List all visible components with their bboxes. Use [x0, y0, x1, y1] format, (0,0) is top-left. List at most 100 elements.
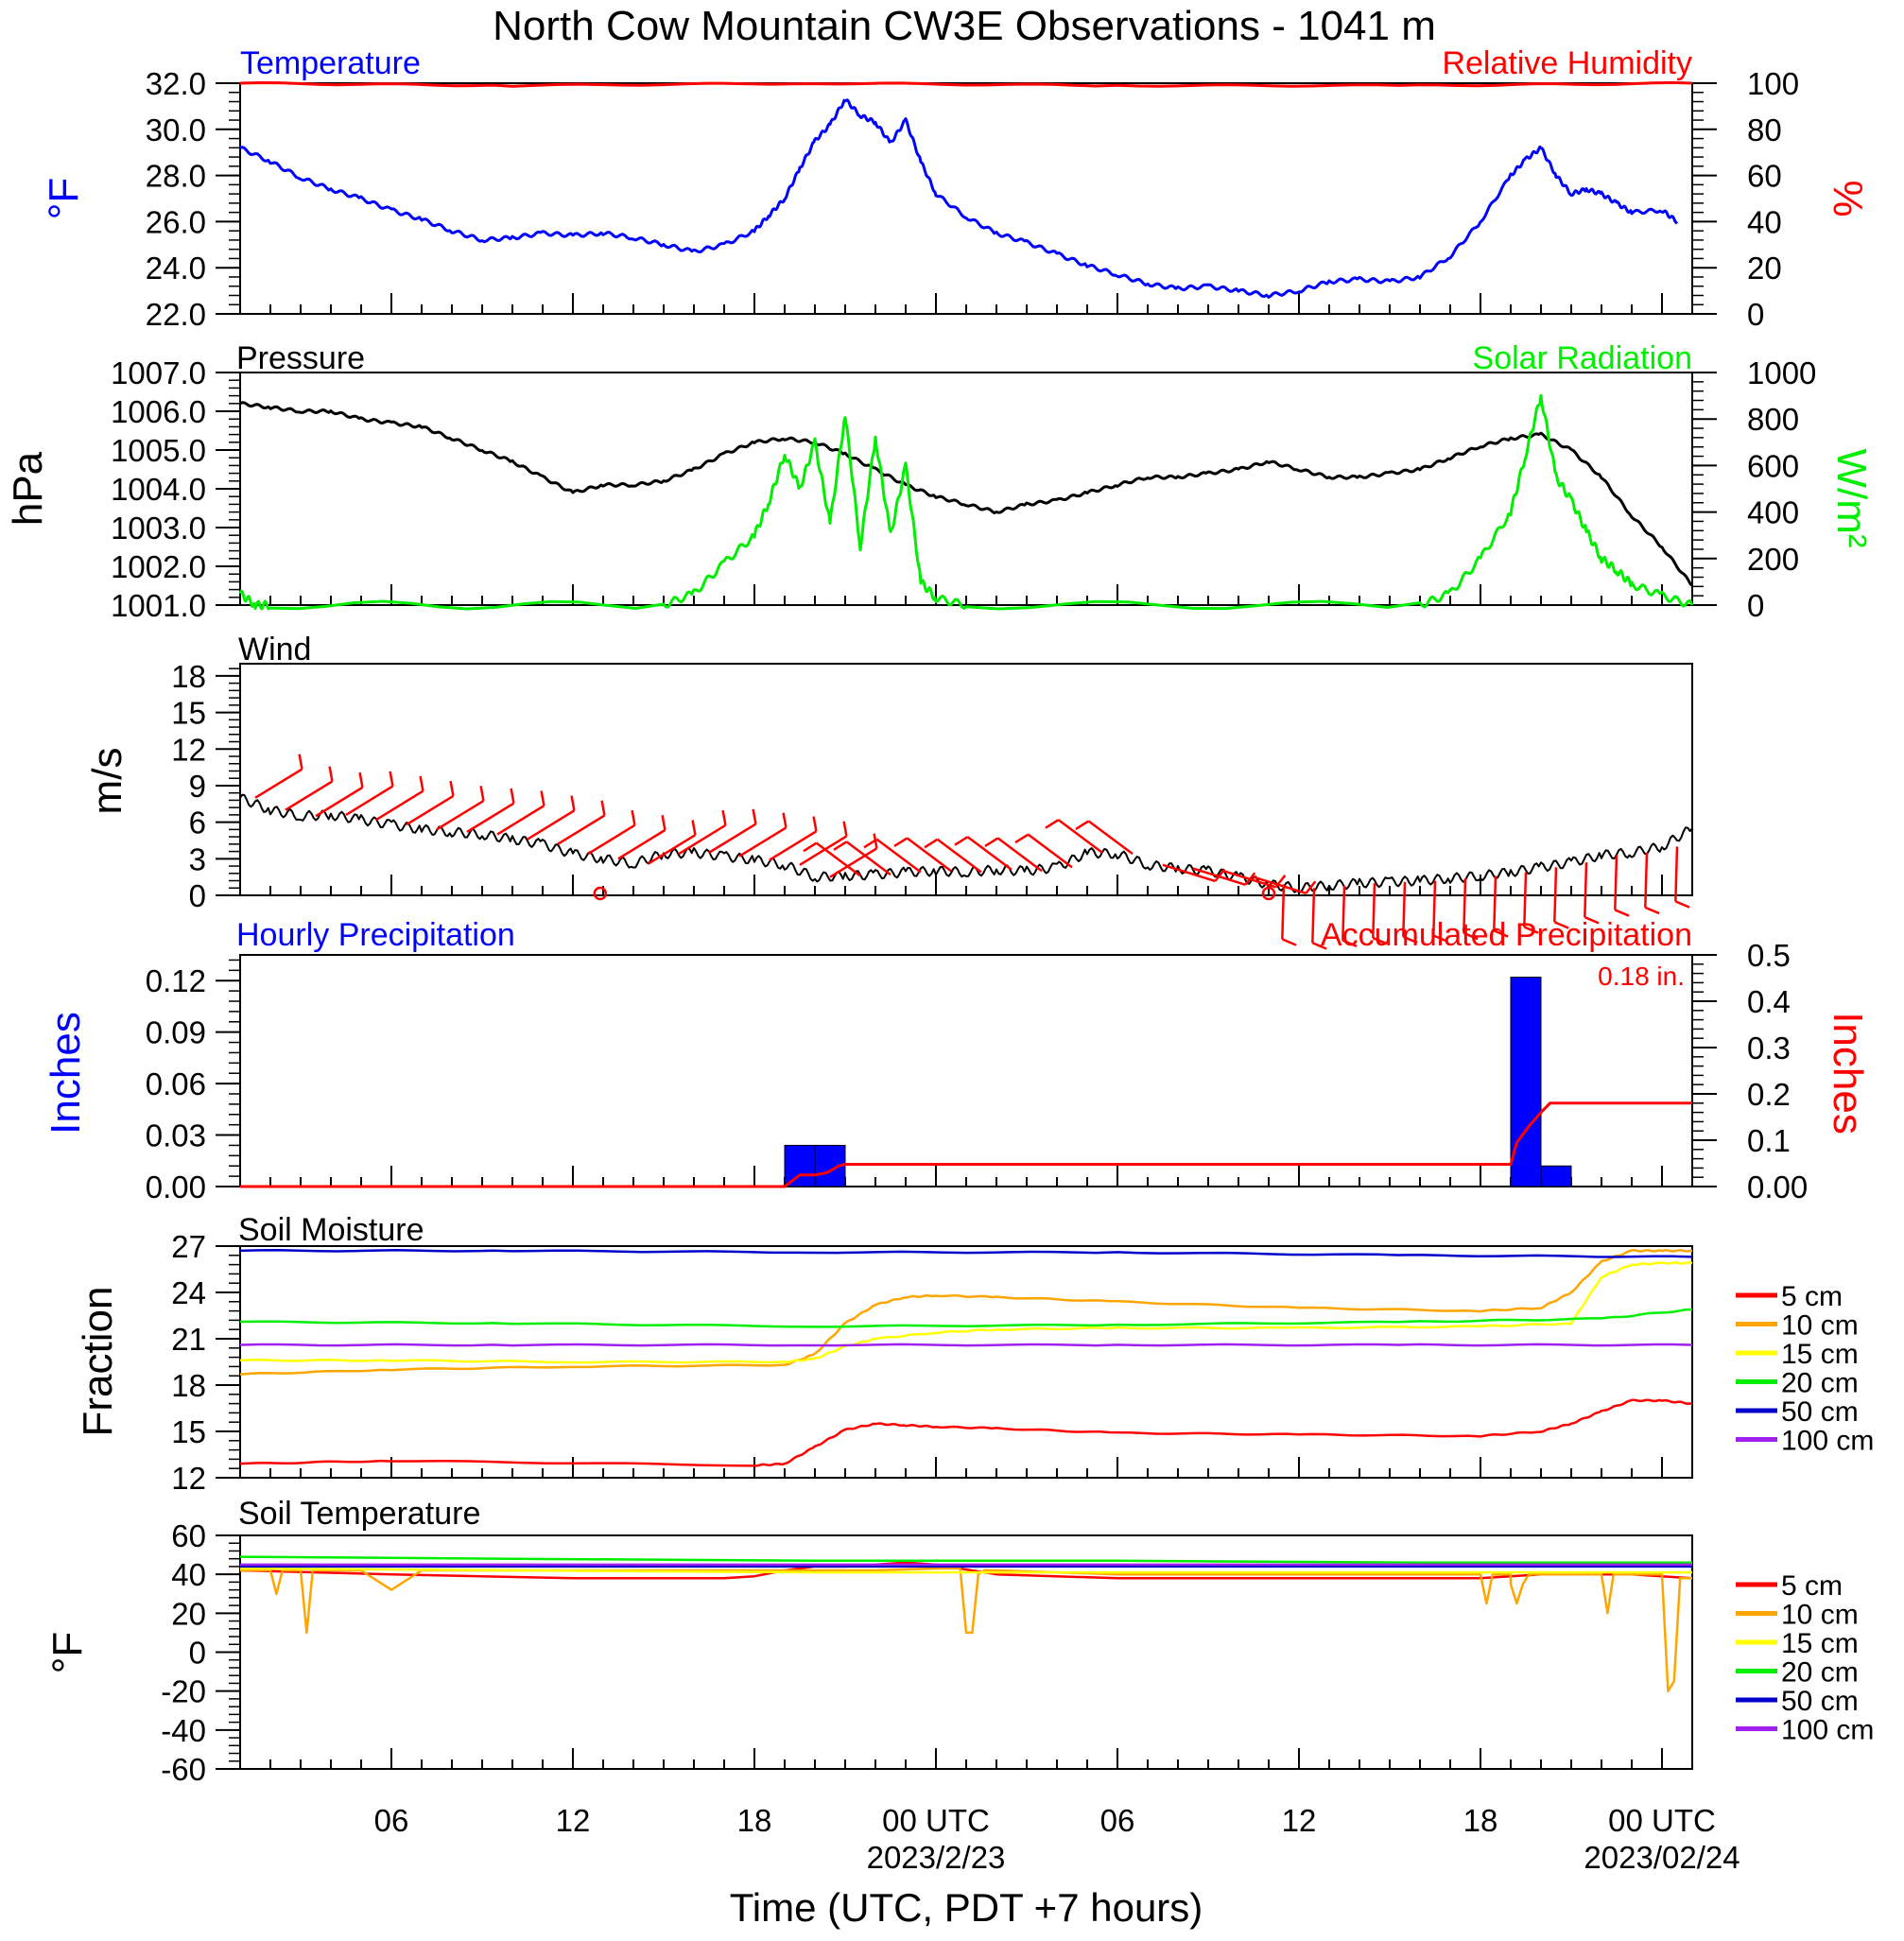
y-tick-label: 22.0 — [146, 297, 206, 332]
soil-moisture-line — [239, 1249, 1693, 1376]
wind-barb-flag — [1305, 880, 1317, 894]
soil-temperature-line — [239, 1555, 1692, 1565]
wind-barb — [1463, 877, 1467, 933]
solar-unit-label: W/m² — [1828, 448, 1875, 547]
wind-barb — [845, 841, 891, 876]
wind-barb — [436, 799, 485, 831]
soil-temperature-unit-label: °F — [44, 1632, 91, 1673]
wind-barb — [875, 838, 922, 874]
x-tick-label: 06 — [1100, 1803, 1135, 1838]
wind-barb — [1674, 846, 1679, 902]
y-tick-label: 600 — [1747, 448, 1799, 483]
y-tick-label: 30.0 — [146, 113, 206, 147]
wind-barb-flag — [812, 816, 818, 832]
wind-barb — [496, 805, 545, 836]
soil-moisture-line — [239, 1249, 1693, 1258]
x-axis-label: Time (UTC, PDT +7 hours) — [730, 1885, 1203, 1930]
y-tick-label: 26.0 — [146, 204, 206, 239]
wind-barb-flag — [833, 841, 848, 851]
y-tick-label: 15 — [171, 696, 206, 731]
hourly-precip-title: Hourly Precipitation — [236, 917, 515, 953]
soil-moisture-title: Soil Moisture — [238, 1212, 424, 1248]
wind-barb — [1281, 884, 1286, 940]
wind-barb-flag — [691, 820, 697, 836]
soil-temperature-line — [239, 1567, 1692, 1574]
wind-barb-flag — [752, 808, 757, 824]
wind-barb — [285, 780, 334, 811]
x-tick-label: 12 — [556, 1803, 591, 1838]
y-tick-label: 15 — [171, 1414, 206, 1449]
y-tick-label: 3 — [189, 841, 206, 876]
wind-barb — [1614, 855, 1618, 910]
legend-label: 20 cm — [1781, 1368, 1859, 1399]
pressure-series — [238, 393, 1694, 611]
wind-barb — [1432, 880, 1437, 936]
temperature-x-ticks — [239, 293, 1693, 314]
wind-barb — [1027, 833, 1073, 869]
soil-moisture-x-ticks — [239, 1457, 1693, 1478]
wind-barb-flag — [1281, 938, 1297, 946]
y-tick-label: 200 — [1747, 542, 1799, 577]
y-tick-label: 800 — [1747, 402, 1799, 437]
wind-barb-flag — [298, 754, 303, 770]
y-tick-label: 32.0 — [146, 66, 206, 101]
y-tick-label: 18 — [171, 659, 206, 694]
y-tick-label: 0.00 — [146, 1170, 206, 1204]
y-tick-label: 100 — [1747, 66, 1799, 101]
y-tick-label: 40 — [171, 1557, 206, 1592]
soil-temperature-line — [240, 1567, 1692, 1692]
wind-barb-flag — [1523, 926, 1539, 934]
y-tick-label: 9 — [189, 769, 206, 804]
wind-barb-flag — [510, 788, 515, 804]
y-tick-label: 24 — [171, 1275, 206, 1310]
y-tick-label: 28.0 — [146, 159, 206, 194]
wind-barb-flag — [631, 809, 636, 826]
x-tick-label: 00 UTC — [1608, 1803, 1716, 1838]
wind-barb-flag — [1674, 900, 1690, 909]
hourly-precip-unit-label: Inches — [43, 1012, 89, 1135]
wind-title: Wind — [238, 632, 311, 667]
y-tick-label: 60 — [171, 1518, 206, 1553]
wind-barb-flag — [803, 841, 818, 853]
wind-barb-flag — [1214, 868, 1226, 882]
wind-barb-flag — [328, 766, 334, 782]
wind-barb — [617, 828, 666, 860]
soil-temperature-panel: Soil Temperature °F -60 -40 -200 20 40 60 5 c… — [44, 1496, 1874, 1787]
pressure-unit-label: hPa — [5, 451, 51, 526]
wind-barb-flag — [1341, 939, 1358, 948]
wind-speed-line — [239, 793, 1693, 893]
soil-moisture-y-ticks: 12 15 18 21 24 27 — [171, 1229, 240, 1496]
y-tick-label: 400 — [1747, 495, 1799, 530]
wind-barb — [799, 835, 848, 866]
soil-moisture-unit-label: Fraction — [75, 1287, 121, 1437]
soil-moisture-line — [239, 1398, 1693, 1467]
y-tick-label: 0.2 — [1747, 1077, 1791, 1112]
y-tick-label: 0.4 — [1747, 984, 1791, 1019]
wind-barb-flag — [1372, 936, 1388, 945]
soil-temperature-title: Soil Temperature — [238, 1496, 480, 1532]
legend-label: 15 cm — [1781, 1339, 1859, 1370]
y-tick-label: 0.09 — [146, 1015, 206, 1050]
y-tick-label: 27 — [171, 1229, 206, 1264]
temperature-panel: Temperature Relative Humidity °F % 22.02… — [41, 45, 1871, 332]
precip-total-label: 0.18 in. — [1598, 962, 1685, 991]
wind-barb — [315, 786, 364, 818]
wind-barb-flag — [984, 837, 999, 848]
precipitation-panel: Hourly Precipitation Accumulated Precipi… — [43, 917, 1871, 1204]
x-date-label: 2023/2/23 — [867, 1840, 1006, 1875]
wind-barb — [815, 841, 861, 877]
y-tick-label: 21 — [171, 1322, 206, 1357]
hourly-precip-bar — [1540, 1165, 1572, 1187]
wind-barb-flag — [1075, 820, 1090, 830]
wind-barb — [678, 823, 727, 856]
y-tick-label: 60 — [1747, 159, 1782, 194]
y-tick-label: 0.1 — [1747, 1123, 1791, 1158]
pressure-title: Pressure — [236, 340, 365, 376]
accumulated-precip-line — [240, 1101, 1692, 1188]
soil-temperature-y-ticks: -60 -40 -200 20 40 60 — [161, 1518, 240, 1787]
y-tick-label: 12 — [171, 732, 206, 767]
temperature-title: Temperature — [240, 45, 421, 81]
hourly-precip-bar — [1510, 977, 1542, 1187]
x-date-label: 2023/02/24 — [1584, 1840, 1740, 1875]
